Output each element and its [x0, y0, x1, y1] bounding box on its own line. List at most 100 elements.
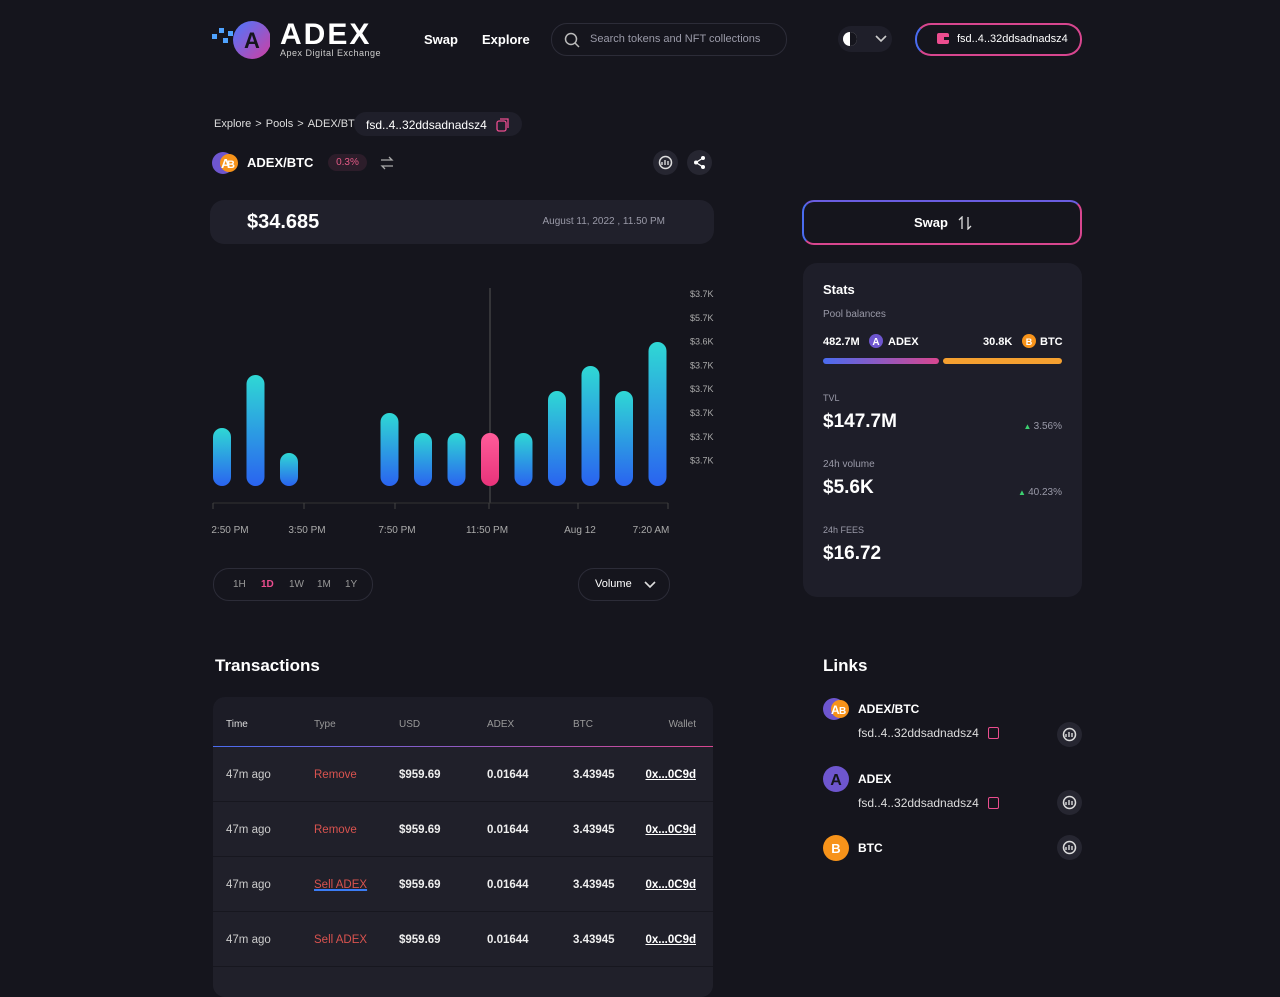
- pair-name: ADEX/BTC: [247, 155, 314, 170]
- time: 47m ago: [226, 824, 271, 836]
- wallet[interactable]: 0x...0C9d: [645, 824, 697, 836]
- breadcrumb-item[interactable]: Explore: [214, 118, 252, 130]
- bar: [213, 428, 231, 486]
- fee-pill: 0.3%: [328, 154, 367, 171]
- explorer-button[interactable]: [1057, 790, 1082, 815]
- usd: $959.69: [399, 824, 441, 836]
- x-axis-label: 11:50 PM: [466, 525, 508, 536]
- swap-pair-icon[interactable]: [380, 156, 394, 170]
- y-axis-label: $3.7K: [690, 408, 714, 418]
- transaction-row[interactable]: 47m ago Sell ADEX $959.69 0.01644 3.43945 0x.…: [213, 912, 713, 967]
- theme-icons: [843, 32, 887, 46]
- link-name[interactable]: ADEX/BTC: [858, 702, 920, 716]
- x-axis-label: 7:20 AM: [633, 525, 670, 536]
- explorer-button[interactable]: [1057, 722, 1082, 747]
- type: Remove: [314, 769, 357, 781]
- wallet[interactable]: 0x...0C9d: [645, 879, 697, 891]
- price-card: $34.685 August 11, 2022 , 11.50 PM: [210, 200, 714, 244]
- metric-dropdown[interactable]: Volume: [578, 568, 670, 601]
- type: Sell ADEX: [314, 879, 368, 891]
- range-option[interactable]: 1M: [317, 579, 331, 590]
- price-date: August 11, 2022 , 11.50 PM: [542, 216, 666, 227]
- y-axis-label: $3.7K: [690, 360, 714, 370]
- copy-icon[interactable]: [988, 727, 999, 739]
- svg-text:B: B: [227, 159, 235, 171]
- share-button[interactable]: [687, 150, 712, 175]
- copy-icon[interactable]: [988, 797, 999, 809]
- chart-link-button[interactable]: [653, 150, 678, 175]
- chart-icon: [1062, 840, 1077, 855]
- y-axis-label: $3.7K: [690, 432, 714, 442]
- bar: [615, 391, 633, 486]
- btc-symbol: BTC: [1040, 336, 1063, 348]
- nav-link[interactable]: Explore: [482, 32, 530, 47]
- link-name[interactable]: BTC: [858, 841, 883, 855]
- x-axis-label: Aug 12: [564, 525, 596, 536]
- range-option[interactable]: 1H: [233, 579, 246, 590]
- link-name[interactable]: ADEX: [858, 772, 892, 786]
- usd: $959.69: [399, 879, 441, 891]
- btc: 3.43945: [573, 824, 615, 836]
- svg-text:A: A: [221, 156, 231, 171]
- wallet[interactable]: 0x...0C9d: [645, 769, 697, 781]
- y-axis-label: $5.7K: [690, 313, 714, 323]
- search-icon: [564, 32, 580, 48]
- nav-link[interactable]: Swap: [424, 32, 458, 47]
- volume-label: 24h volume: [823, 459, 875, 470]
- range-option[interactable]: 1Y: [345, 579, 358, 590]
- btc-balance: 30.8K: [983, 336, 1013, 348]
- search-box[interactable]: Search tokens and NFT collections: [551, 23, 787, 56]
- column-header: ADEX: [487, 719, 515, 730]
- chart-icon: [658, 155, 673, 170]
- tvl: $147.7M: [823, 411, 897, 432]
- theme-toggle[interactable]: [838, 26, 892, 52]
- x-axis-label: 2:50 PM: [211, 525, 248, 536]
- svg-text:B: B: [831, 841, 840, 856]
- tvl-label: TVL: [823, 393, 840, 403]
- breadcrumb-item: ADEX/BTC: [307, 118, 363, 130]
- wallet-address: fsd..4..32ddsadnadsz4: [957, 33, 1068, 45]
- header-divider: [213, 746, 713, 747]
- swap-label: Swap: [914, 215, 948, 230]
- wallet[interactable]: 0x...0C9d: [645, 934, 697, 946]
- column-header: Wallet: [668, 719, 696, 730]
- range-option[interactable]: 1W: [289, 579, 304, 590]
- btc: 3.43945: [573, 879, 615, 891]
- y-axis-label: $3.7K: [690, 289, 714, 299]
- volume-change-value: 40.23%: [1028, 487, 1062, 498]
- svg-text:A: A: [872, 337, 879, 348]
- x-axis-label: 3:50 PM: [288, 525, 325, 536]
- copy-icon[interactable]: [496, 118, 510, 132]
- transaction-row[interactable]: 47m ago Remove $959.69 0.01644 3.43945 0x...0…: [213, 802, 713, 857]
- type: Sell ADEX: [314, 934, 368, 946]
- time: 47m ago: [226, 934, 271, 946]
- swap-button[interactable]: Swap: [802, 200, 1082, 245]
- y-axis-label: $3.7K: [690, 384, 714, 394]
- link-icon: B: [823, 835, 849, 861]
- svg-text:A: A: [244, 28, 260, 53]
- link-address: fsd..4..32ddsadnadsz4: [858, 796, 979, 810]
- wallet-button[interactable]: fsd..4..32ddsadnadsz4: [915, 23, 1082, 56]
- svg-text:A: A: [830, 772, 842, 789]
- transaction-row[interactable]: 47m ago Sell ADEX $959.69 0.01644 3.43945 0x.…: [213, 857, 713, 912]
- time: 47m ago: [226, 879, 271, 891]
- y-axis-label: $3.6K: [690, 337, 714, 347]
- range-option[interactable]: 1D: [261, 579, 274, 590]
- pair-icon: AB: [212, 152, 238, 174]
- transaction-row[interactable]: 47m ago Remove $959.69 0.01644 3.43945 0x...0…: [213, 747, 713, 802]
- breadcrumb-item[interactable]: Pools: [265, 118, 294, 130]
- explorer-button[interactable]: [1057, 835, 1082, 860]
- adex: 0.01644: [487, 879, 529, 891]
- fees: $16.72: [823, 543, 882, 564]
- link-icon: A: [823, 766, 849, 792]
- tvl-change-value: 3.56%: [1033, 421, 1062, 432]
- swap-icon: [958, 216, 972, 230]
- transactions-table: Time Type USD ADEX BTC Wallet 47m ago Remove $95…: [213, 697, 713, 997]
- column-header: BTC: [573, 719, 593, 730]
- chart-icon: [1062, 795, 1077, 810]
- address: fsd..4..32ddsadnadsz4: [366, 118, 487, 132]
- x-axis-label: 7:50 PM: [378, 525, 415, 536]
- up-arrow: ▲: [1017, 488, 1029, 497]
- stats-title: Stats: [823, 282, 855, 297]
